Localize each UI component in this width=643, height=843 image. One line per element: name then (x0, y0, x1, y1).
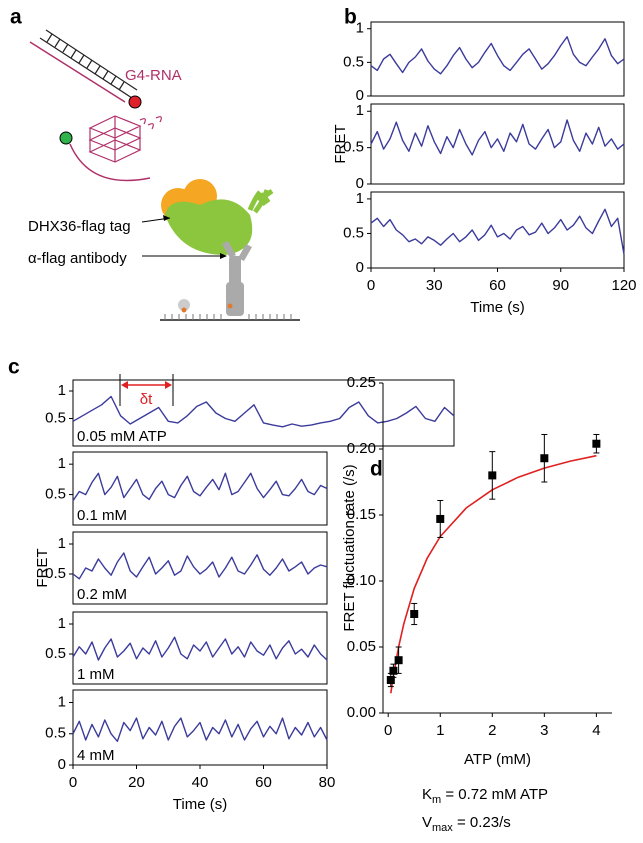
condition-label: 0.2 mM (77, 586, 127, 603)
arrowhead (163, 215, 170, 221)
label: α-flag antibody (28, 250, 127, 267)
fret-trace (370, 36, 625, 75)
donor-dye (59, 131, 73, 145)
x-tick-label: 60 (489, 277, 506, 294)
plot-frame (72, 531, 328, 605)
data-point (592, 439, 601, 448)
x-tick-label: 60 (255, 774, 272, 791)
condition-label: 4 mM (77, 747, 115, 764)
y-tick-label: 0.10 (347, 572, 376, 589)
y-tick-label: 0.20 (347, 440, 376, 457)
interval-label: δt (140, 391, 153, 408)
fret-trace (72, 717, 328, 742)
x-tick-label: 80 (319, 774, 336, 791)
x-tick-label: 120 (611, 277, 636, 294)
y-tick-label: 0.5 (343, 139, 364, 156)
x-axis-label: Time (s) (173, 796, 227, 813)
panel-label: a (10, 6, 22, 29)
data-point (488, 471, 497, 480)
panel-label: c (8, 356, 20, 379)
y-tick-label: 0.5 (343, 53, 364, 70)
y-axis-label: FRET (34, 548, 51, 587)
y-tick-label: 0 (356, 259, 364, 276)
fret-trace (370, 119, 625, 156)
y-tick-label: 0 (356, 87, 364, 104)
rna-duplex (39, 29, 138, 99)
y-tick-label: 1 (58, 693, 66, 710)
fit-curve (390, 454, 597, 694)
condition-label: 0.05 mM ATP (77, 428, 167, 445)
x-axis-label: ATP (mM) (464, 751, 531, 768)
y-tick-label: 1 (58, 382, 66, 399)
linker (69, 143, 151, 182)
data-point (540, 454, 549, 463)
data-point (436, 514, 445, 523)
label: DHX36-flag tag (28, 218, 131, 235)
y-tick-label: 1 (356, 190, 364, 207)
helicase (165, 199, 253, 255)
data-point (389, 666, 398, 675)
x-tick-label: 1 (436, 722, 444, 739)
panel-label: b (344, 6, 357, 29)
fit-parameter: Vmax = 0.23/s (422, 814, 511, 834)
y-tick-label: 0.5 (45, 725, 66, 742)
x-tick-label: 3 (540, 722, 548, 739)
flag-tag (247, 188, 274, 214)
acceptor-dye (128, 95, 142, 109)
plot-frame (72, 379, 455, 447)
plot-frame (370, 103, 625, 185)
y-tick-label: 0.15 (347, 506, 376, 523)
condition-label: 1 mM (77, 666, 115, 683)
y-tick-label: 0 (58, 756, 66, 773)
y-tick-label: 0.5 (45, 565, 66, 582)
x-tick-label: 0 (367, 277, 375, 294)
plot-frame (72, 611, 328, 685)
x-tick-label: 20 (128, 774, 145, 791)
x-tick-label: 30 (426, 277, 443, 294)
plot-frame (370, 191, 625, 269)
x-tick-label: 4 (592, 722, 600, 739)
data-point (386, 676, 395, 684)
condition-label: 0.1 mM (77, 507, 127, 524)
surface (160, 299, 300, 321)
x-axis-label: Time (s) (470, 299, 524, 316)
y-tick-label: 0 (356, 175, 364, 192)
data-point (410, 610, 419, 618)
label: G4-RNA (125, 67, 182, 84)
fret-trace (72, 472, 328, 502)
y-tick-label: 0.5 (45, 645, 66, 662)
y-axis-label: FRET (332, 124, 349, 163)
y-tick-label: 0.25 (347, 374, 376, 391)
fit-parameter: Km = 0.72 mM ATP (422, 786, 548, 806)
fret-trace (370, 208, 625, 255)
y-tick-label: 0.5 (343, 224, 364, 241)
x-tick-label: 90 (552, 277, 569, 294)
fret-trace (72, 395, 455, 428)
y-tick-label: 1 (58, 615, 66, 632)
x-tick-label: 0 (384, 722, 392, 739)
rna-strand (29, 41, 126, 103)
x-tick-label: 0 (69, 774, 77, 791)
diagram: G4-RNA DHX36-flag tag α-flag antibody (28, 29, 300, 321)
panel-label: d (370, 458, 383, 481)
plot-frame (370, 21, 625, 97)
y-tick-label: 1 (58, 535, 66, 552)
arrowhead (220, 253, 227, 259)
y-tick-label: 0.00 (347, 704, 376, 721)
data-point (394, 656, 403, 665)
x-tick-label: 40 (192, 774, 209, 791)
y-tick-label: 0.05 (347, 638, 376, 655)
fret-trace (72, 636, 328, 661)
y-tick-label: 0.5 (45, 486, 66, 503)
y-tick-label: 0.5 (45, 409, 66, 426)
x-tick-label: 2 (488, 722, 496, 739)
y-axis-label: FRET fluctuation rate (/s) (341, 464, 358, 631)
y-tick-label: 1 (58, 455, 66, 472)
y-tick-label: 1 (356, 102, 364, 119)
g-quadruplex (88, 115, 162, 163)
y-tick-label: 1 (356, 20, 364, 37)
fret-trace (72, 552, 328, 580)
